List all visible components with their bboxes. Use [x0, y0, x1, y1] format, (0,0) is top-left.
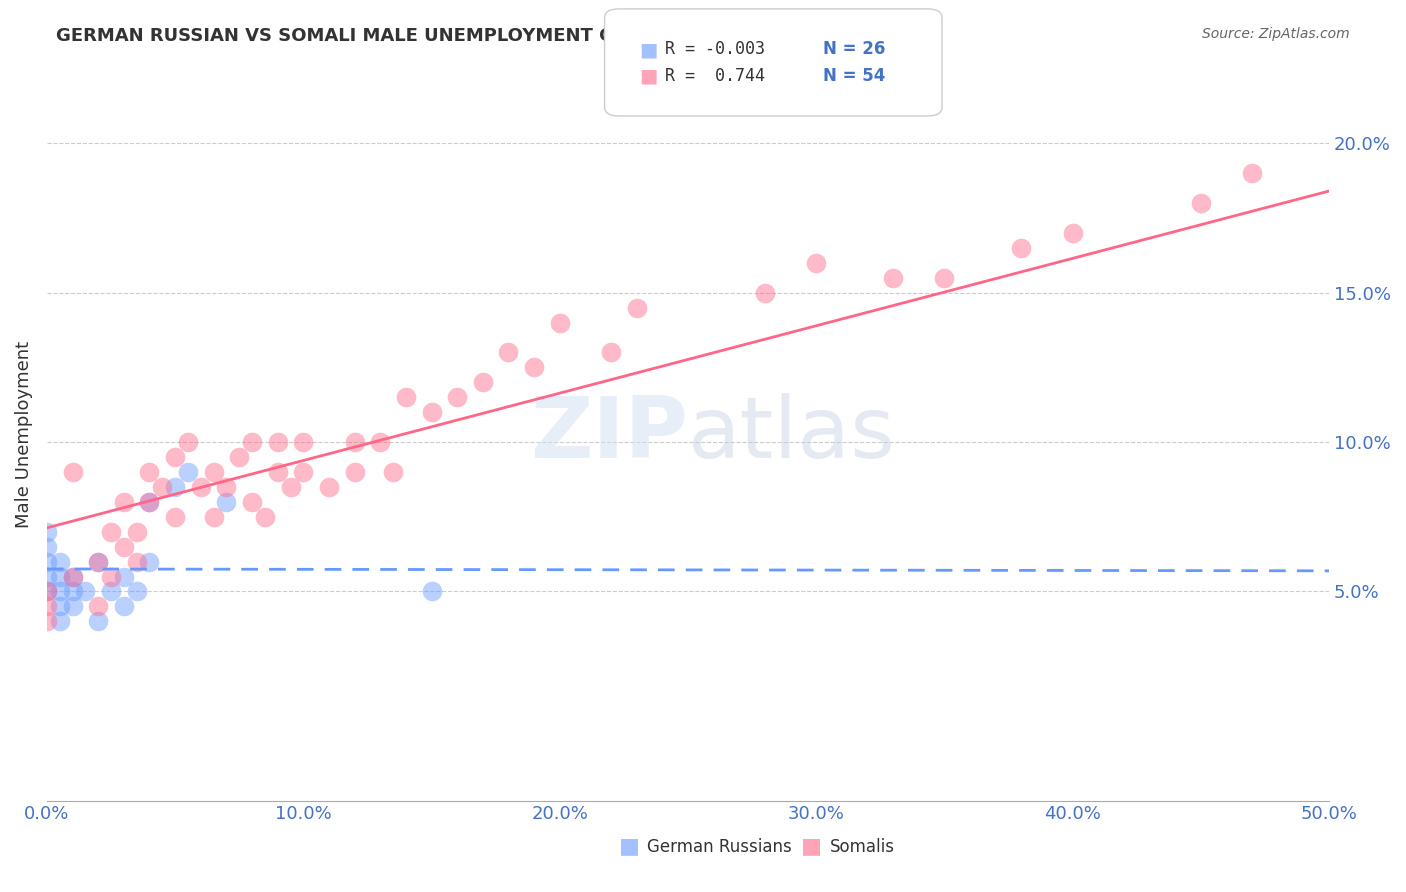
- Point: [267, 435, 290, 450]
- Point: [112, 569, 135, 583]
- Point: [165, 509, 187, 524]
- Point: [343, 465, 366, 479]
- Point: [754, 285, 776, 300]
- Text: GERMAN RUSSIAN VS SOMALI MALE UNEMPLOYMENT CORRELATION CHART: GERMAN RUSSIAN VS SOMALI MALE UNEMPLOYME…: [56, 27, 814, 45]
- Point: [87, 555, 110, 569]
- Point: [35, 569, 58, 583]
- Point: [138, 495, 160, 509]
- Point: [35, 584, 58, 599]
- Point: [62, 465, 84, 479]
- Point: [48, 584, 70, 599]
- Point: [190, 480, 212, 494]
- Point: [240, 435, 263, 450]
- Point: [292, 465, 315, 479]
- Point: [395, 390, 418, 404]
- Point: [253, 509, 276, 524]
- Text: Source: ZipAtlas.com: Source: ZipAtlas.com: [1202, 27, 1350, 41]
- Point: [125, 555, 148, 569]
- Point: [626, 301, 648, 315]
- Point: [138, 555, 160, 569]
- Point: [48, 599, 70, 614]
- Point: [165, 480, 187, 494]
- Point: [35, 584, 58, 599]
- Text: N = 26: N = 26: [823, 40, 884, 58]
- Point: [62, 599, 84, 614]
- Point: [125, 584, 148, 599]
- Y-axis label: Male Unemployment: Male Unemployment: [15, 341, 32, 528]
- Point: [48, 569, 70, 583]
- Point: [1189, 196, 1212, 211]
- Point: [75, 584, 97, 599]
- Point: [112, 495, 135, 509]
- Point: [100, 584, 122, 599]
- Point: [48, 615, 70, 629]
- Point: [35, 524, 58, 539]
- Point: [87, 615, 110, 629]
- Point: [882, 270, 904, 285]
- Point: [202, 509, 225, 524]
- Point: [280, 480, 302, 494]
- Text: ■: ■: [619, 837, 640, 856]
- Point: [600, 345, 623, 359]
- Point: [343, 435, 366, 450]
- Text: German Russians: German Russians: [647, 838, 792, 856]
- Point: [292, 435, 315, 450]
- Point: [318, 480, 340, 494]
- Point: [35, 555, 58, 569]
- Text: ■: ■: [801, 837, 823, 856]
- Point: [1241, 166, 1264, 180]
- Point: [62, 569, 84, 583]
- Point: [112, 599, 135, 614]
- Point: [420, 584, 443, 599]
- Point: [35, 615, 58, 629]
- Point: [87, 599, 110, 614]
- Point: [471, 376, 494, 390]
- Text: N = 54: N = 54: [823, 67, 884, 85]
- Point: [523, 360, 546, 375]
- Point: [138, 495, 160, 509]
- Text: ■: ■: [640, 40, 658, 59]
- Point: [1010, 241, 1032, 255]
- Point: [62, 569, 84, 583]
- Point: [446, 390, 468, 404]
- Point: [48, 555, 70, 569]
- Point: [420, 405, 443, 419]
- Point: [806, 256, 828, 270]
- Point: [382, 465, 405, 479]
- Point: [934, 270, 956, 285]
- Point: [35, 540, 58, 554]
- Point: [138, 465, 160, 479]
- Point: [165, 450, 187, 464]
- Point: [35, 599, 58, 614]
- Text: ZIP: ZIP: [530, 393, 688, 476]
- Text: R =  0.744: R = 0.744: [665, 67, 765, 85]
- Point: [87, 555, 110, 569]
- Point: [267, 465, 290, 479]
- Point: [100, 524, 122, 539]
- Point: [100, 569, 122, 583]
- Point: [150, 480, 173, 494]
- Point: [125, 524, 148, 539]
- Point: [177, 465, 200, 479]
- Point: [202, 465, 225, 479]
- Point: [177, 435, 200, 450]
- Text: R = -0.003: R = -0.003: [665, 40, 765, 58]
- Point: [548, 316, 571, 330]
- Point: [215, 480, 238, 494]
- Text: atlas: atlas: [688, 393, 896, 476]
- Point: [215, 495, 238, 509]
- Text: ■: ■: [640, 67, 658, 86]
- Text: Somalis: Somalis: [830, 838, 894, 856]
- Point: [228, 450, 250, 464]
- Point: [1062, 226, 1084, 240]
- Point: [62, 584, 84, 599]
- Point: [112, 540, 135, 554]
- Point: [498, 345, 520, 359]
- Point: [240, 495, 263, 509]
- Point: [368, 435, 391, 450]
